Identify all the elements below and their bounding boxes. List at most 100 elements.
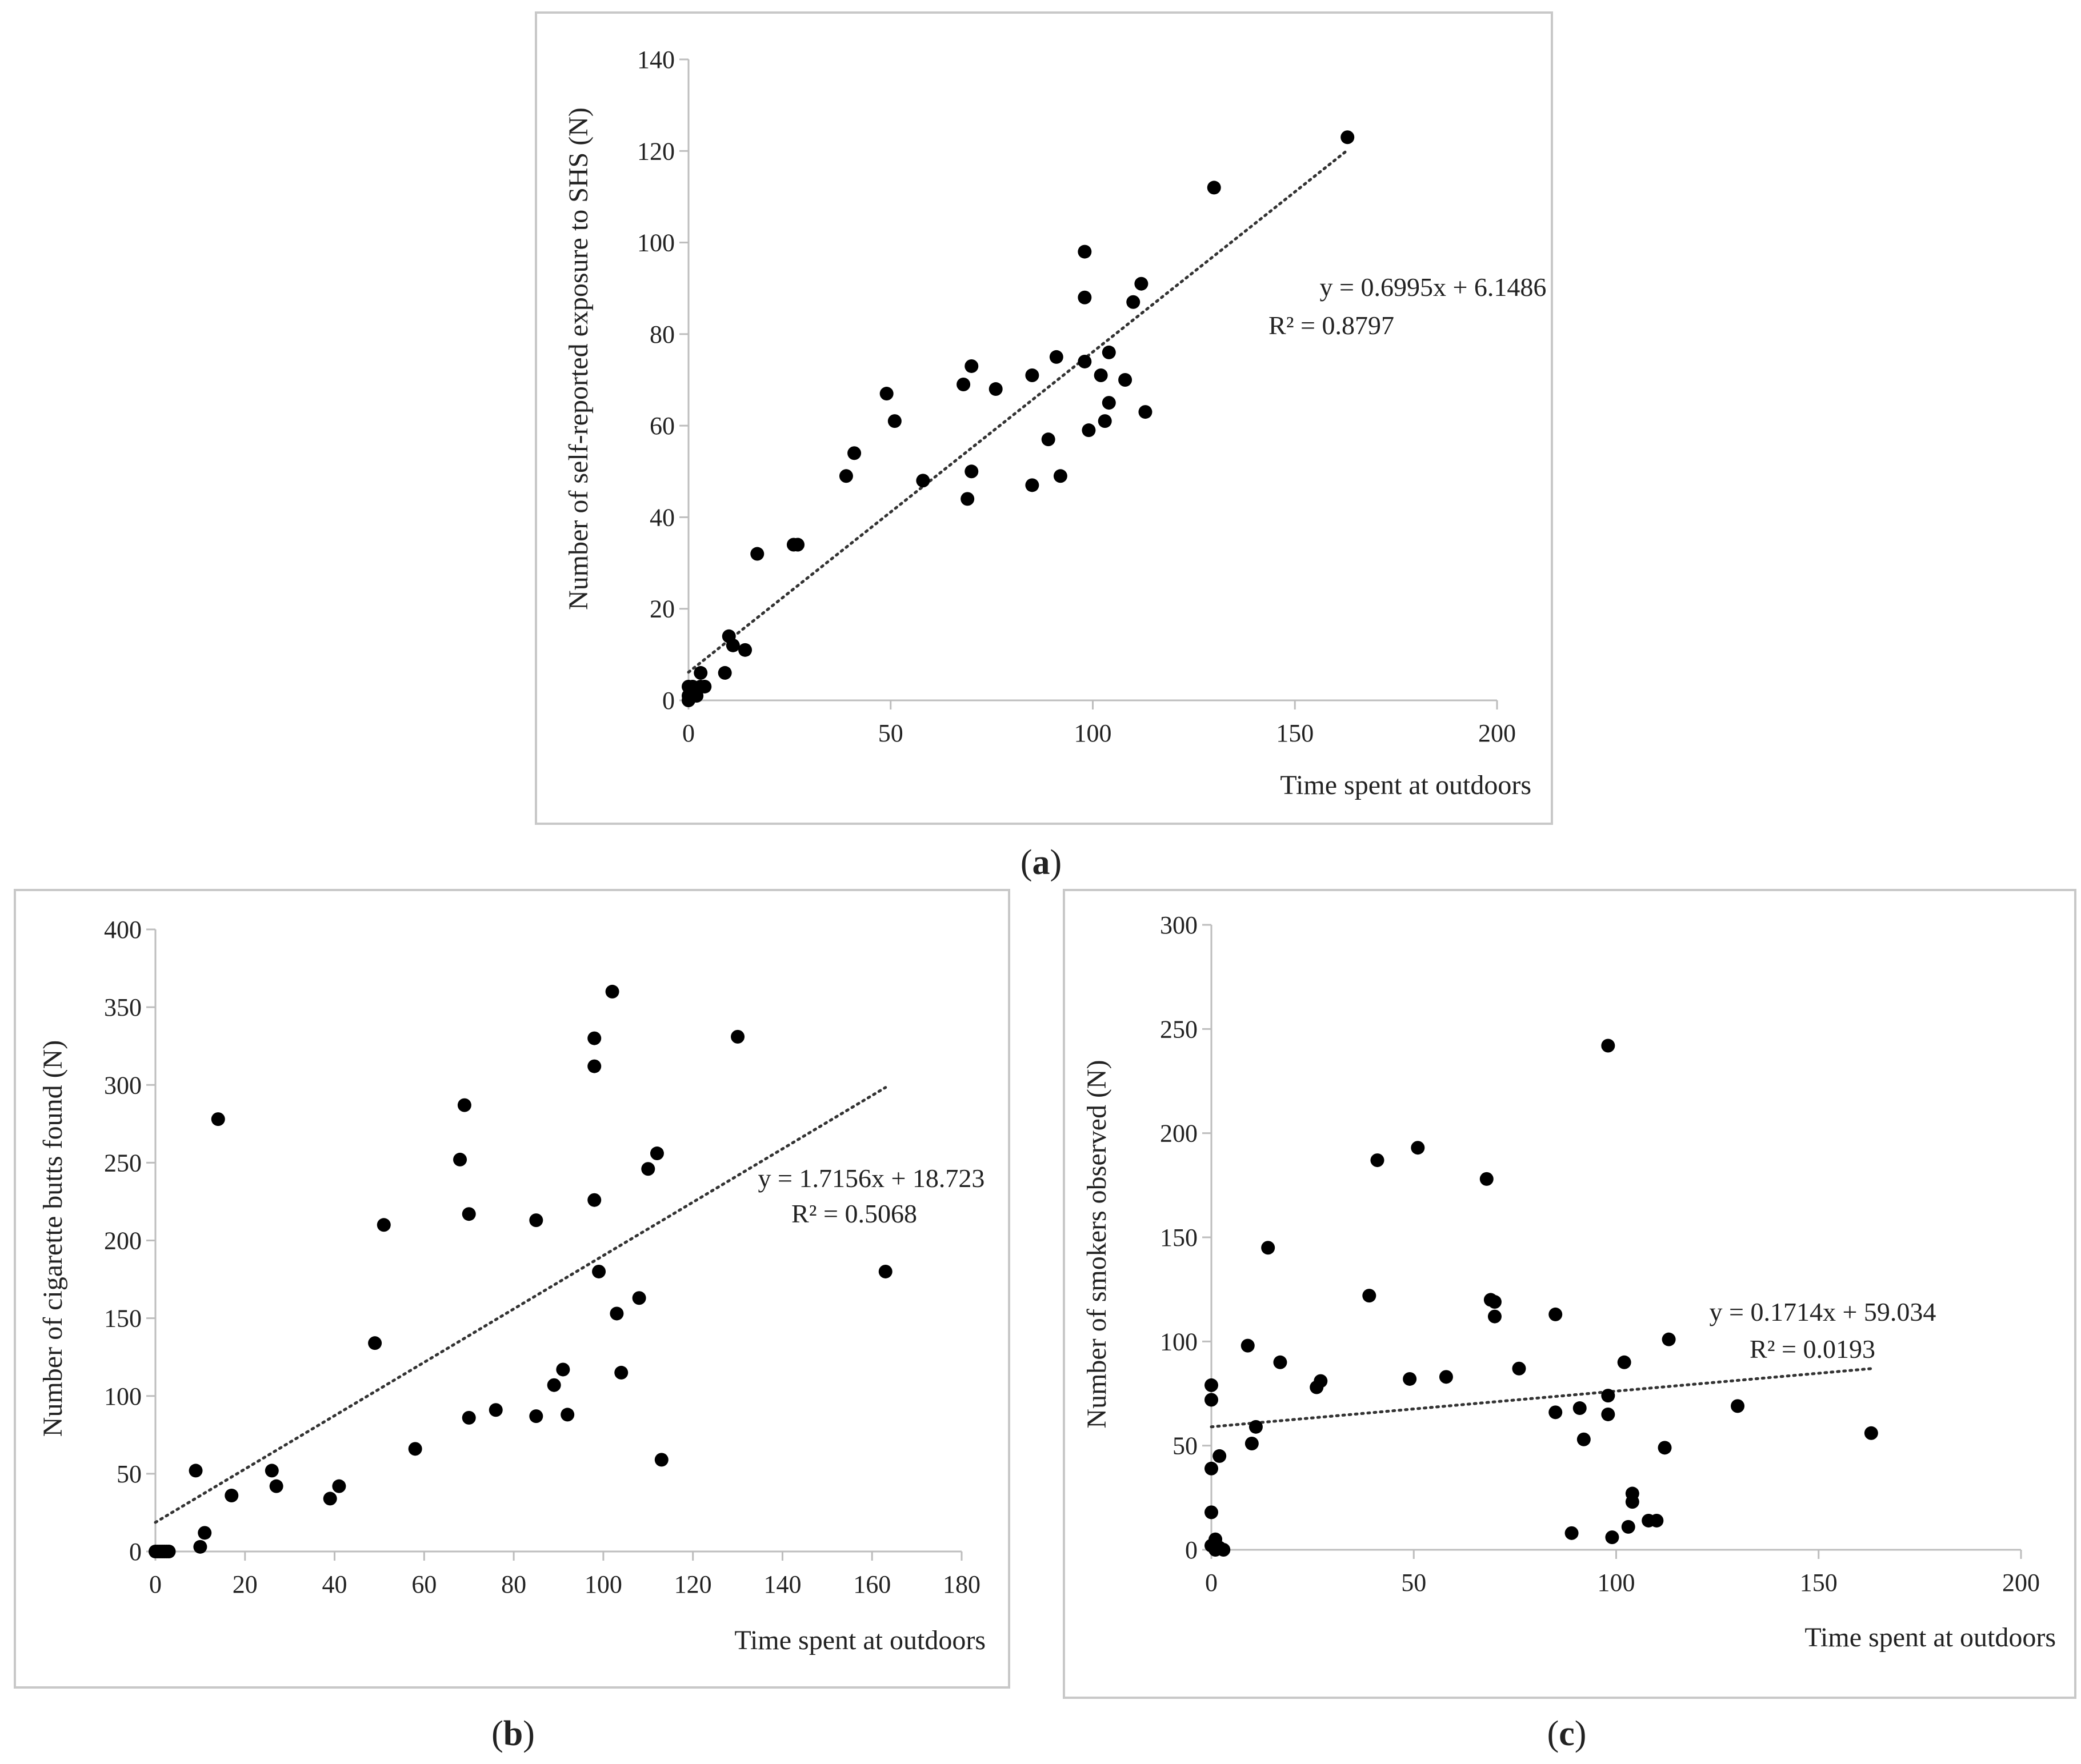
panel-c-x-tick-label: 150 xyxy=(1800,1569,1838,1597)
panel-a-data-point xyxy=(989,382,1003,396)
panel-b-y-tick-label: 50 xyxy=(117,1460,142,1488)
panel-a-y-tick-label: 40 xyxy=(650,503,675,531)
panel-b-data-point xyxy=(605,984,619,999)
panel-c-data-point xyxy=(1601,1039,1615,1053)
panel-c-data-point xyxy=(1212,1449,1227,1463)
panel-b-data-point xyxy=(269,1479,283,1493)
panel-a-data-point xyxy=(847,446,862,460)
panel-c-y-tick-label: 200 xyxy=(1160,1120,1198,1148)
panel-c-y-tick-label: 250 xyxy=(1160,1015,1198,1043)
panel-b-data-point xyxy=(641,1162,655,1176)
panel-b-data-point xyxy=(610,1306,624,1321)
panel-b-data-point xyxy=(323,1492,337,1506)
panel-c-data-point xyxy=(1625,1495,1639,1509)
panel-a-data-point xyxy=(1082,423,1096,438)
panel-a-data-point xyxy=(879,387,894,401)
panel-b-y-tick-label: 350 xyxy=(104,993,142,1021)
panel-b-data-point xyxy=(368,1336,382,1350)
panel-b-data-point xyxy=(225,1488,239,1502)
panel-b-y-tick-label: 400 xyxy=(104,916,142,944)
panel-b-x-tick-label: 20 xyxy=(233,1570,258,1598)
panel-c-plot: 0 50 100 150 200 250 300 0 50 100 150 200 xyxy=(1160,911,2040,1597)
panel-a-x-axis-title: Time spent at outdoors xyxy=(1280,770,1531,800)
panel-c-data-point xyxy=(1487,1309,1502,1324)
panel-c-data-point xyxy=(1576,1432,1591,1446)
panel-c-data-point xyxy=(1411,1141,1425,1155)
panel-c-data-point xyxy=(1658,1441,1672,1455)
panel-a-data-point xyxy=(738,643,753,657)
panel-c-data-point xyxy=(1621,1520,1635,1534)
panel-c-x-axis-title: Time spent at outdoors xyxy=(1804,1622,2056,1653)
panel-c-data-point xyxy=(1650,1513,1664,1528)
panel-a-data-point xyxy=(887,414,902,428)
panel-c-data-point xyxy=(1479,1172,1494,1186)
panel-c-data-point xyxy=(1204,1505,1218,1520)
panel-c-data-point xyxy=(1314,1374,1328,1388)
panel-c-x-tick-label: 0 xyxy=(1205,1569,1218,1597)
panel-b-data-point xyxy=(587,1059,602,1073)
panel-c-data-point xyxy=(1273,1355,1287,1369)
panel-b-data-point xyxy=(377,1218,391,1232)
panel-b-data-point xyxy=(162,1545,176,1558)
panel-a-y-axis-title: Number of self-reported exposure to SHS … xyxy=(563,107,594,610)
panel-c-data-point xyxy=(1601,1389,1615,1403)
panel-b-x-tick-label: 0 xyxy=(149,1570,162,1598)
panel-b-frame xyxy=(14,889,1010,1689)
panel-b-data-point xyxy=(457,1098,471,1112)
panel-a-data-point xyxy=(1207,181,1221,195)
panel-a-plot: 0 20 40 60 80 100 120 140 0 50 100 150 200 xyxy=(637,46,1516,747)
panel-a-trendline xyxy=(687,149,1349,674)
panel-c-data-point xyxy=(1512,1361,1526,1376)
panel-c-y-axis-title: Number of smokers observed (N) xyxy=(1082,1060,1112,1428)
panel-c-y-tick-label: 0 xyxy=(1185,1536,1198,1564)
panel-b-data-point xyxy=(489,1403,503,1417)
panel-b-data-point xyxy=(654,1453,669,1467)
panel-b-data-point xyxy=(561,1408,575,1422)
panel-a-data-point xyxy=(698,679,712,693)
panel-a-y-tick-label: 140 xyxy=(637,46,675,74)
panel-b-data-point xyxy=(592,1264,606,1278)
panel-b-x-tick-label: 160 xyxy=(853,1570,891,1598)
panel-a-x-tick-label: 0 xyxy=(682,719,695,747)
panel-a-data-point xyxy=(1053,469,1067,483)
panel-a-y-tick-label: 120 xyxy=(637,137,675,165)
panel-b-y-tick-label: 100 xyxy=(104,1382,142,1410)
panel-c-data-point xyxy=(1605,1530,1619,1545)
panel-c-data-point xyxy=(1548,1405,1563,1420)
panel-a-x-tick-label: 150 xyxy=(1276,719,1314,747)
panel-b-r2: R² = 0.5068 xyxy=(791,1199,917,1228)
panel-c-y-tick-label: 50 xyxy=(1172,1432,1198,1460)
panel-a-y-tick-label: 60 xyxy=(650,412,675,440)
panel-b-data-point xyxy=(265,1464,279,1478)
panel-c-data-point xyxy=(1572,1401,1587,1416)
panel-a-data-point xyxy=(1126,295,1140,309)
panel-a-equation: y = 0.6995x + 6.1486 xyxy=(1320,272,1547,302)
panel-a-data-point xyxy=(718,665,732,680)
panel-b-data-point xyxy=(529,1409,543,1424)
panel-b-y-tick-label: 200 xyxy=(104,1227,142,1255)
panel-c-data-point xyxy=(1439,1370,1453,1384)
panel-c-data-point xyxy=(1662,1332,1676,1346)
panel-c-data-point xyxy=(1216,1543,1231,1557)
panel-c-x-tick-label: 50 xyxy=(1401,1569,1426,1597)
panel-b-y-axis-title: Number of cigarette butts found (N) xyxy=(38,1040,68,1437)
panel-a-data-point xyxy=(694,665,708,680)
panel-a-x-tick-label: 200 xyxy=(1478,719,1516,747)
panel-b-x-axis-title: Time spent at outdoors xyxy=(734,1625,986,1655)
panel-a-data-point xyxy=(1041,432,1055,447)
panel-a-data-point xyxy=(961,492,975,506)
panel-b: 0 50 100 150 200 250 300 350 400 0 20 40 60 80 100 120 1… xyxy=(14,889,1010,1753)
panel-b-data-point xyxy=(462,1207,476,1221)
panel-a-data-point xyxy=(1138,405,1152,419)
panel-c-y-tick-label: 300 xyxy=(1160,911,1198,939)
panel-b-y-tick-label: 150 xyxy=(104,1305,142,1333)
panel-b-data-point xyxy=(193,1540,207,1554)
panel-b-data-point xyxy=(211,1112,225,1126)
panel-a-x-tick-label: 50 xyxy=(878,719,903,747)
panel-a-data-point xyxy=(1078,290,1092,304)
panel-b-caption: (b) xyxy=(491,1714,535,1753)
panel-c-caption: (c) xyxy=(1547,1714,1587,1753)
panel-a-data-point xyxy=(1025,368,1039,382)
panel-a-data-point xyxy=(1078,354,1092,368)
panel-c-data-point xyxy=(1403,1372,1417,1386)
